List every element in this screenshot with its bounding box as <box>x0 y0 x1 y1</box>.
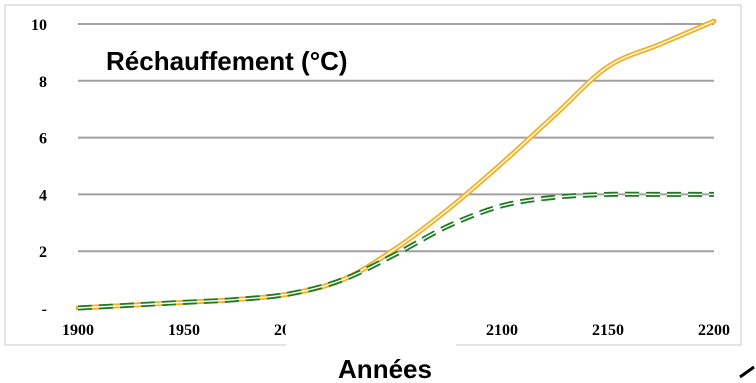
y-tick-label: - <box>42 301 47 318</box>
title-background <box>88 32 500 78</box>
y-tick-label: 8 <box>39 74 47 91</box>
series-line-inner-2 <box>77 193 714 309</box>
series-group <box>75 18 717 311</box>
corner-mark <box>739 365 755 379</box>
x-tick-label: 2150 <box>592 322 624 339</box>
chart-title: Réchauffement (°C) <box>106 46 348 76</box>
y-tick-label: 4 <box>39 187 47 204</box>
x-tick-label: 2200 <box>698 322 730 339</box>
x-tick-label: 1900 <box>62 322 94 339</box>
xlabel-background <box>286 320 456 383</box>
x-tick-label: 1950 <box>168 322 200 339</box>
y-tick-label: 2 <box>39 244 47 261</box>
x-axis-title: Années <box>338 354 432 383</box>
y-axis-ticks: - 2 4 6 8 10 <box>31 17 47 318</box>
y-tick-label: 10 <box>31 17 47 34</box>
y-tick-label: 6 <box>39 131 47 148</box>
x-tick-label: 2100 <box>486 322 518 339</box>
